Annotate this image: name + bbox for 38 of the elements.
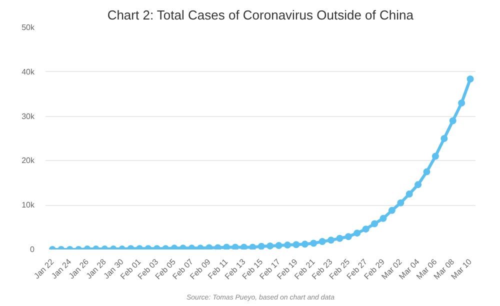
y-tick-label: 30k <box>22 112 36 121</box>
point <box>354 230 361 237</box>
point <box>206 244 213 250</box>
point <box>240 244 248 250</box>
point <box>292 241 300 248</box>
point <box>266 242 274 250</box>
point <box>249 244 256 250</box>
y-tick-label: 0 <box>30 245 36 254</box>
point <box>214 244 222 250</box>
point <box>284 242 291 249</box>
y-tick-label: 20k <box>22 156 36 166</box>
point <box>310 240 318 247</box>
point <box>458 99 466 106</box>
y-tick-label: 40k <box>22 67 36 76</box>
point <box>449 117 456 124</box>
point <box>362 226 370 233</box>
point <box>466 76 474 82</box>
point <box>318 238 326 245</box>
point <box>275 242 282 249</box>
point <box>432 152 439 160</box>
point <box>397 199 404 206</box>
chart-title: Chart 2: Total Cases of Coronavirus Outside of China <box>107 8 414 22</box>
point <box>223 244 230 250</box>
point <box>388 206 396 214</box>
point <box>423 168 430 176</box>
y-tick-label: 50k <box>22 23 36 32</box>
point <box>406 190 413 198</box>
point <box>380 214 387 222</box>
y-tick-label: 10k <box>22 200 36 210</box>
point <box>301 240 308 248</box>
point <box>344 233 352 240</box>
point <box>440 135 448 142</box>
point <box>414 181 422 188</box>
point <box>232 244 239 250</box>
point <box>336 234 344 242</box>
point <box>258 242 265 250</box>
point <box>371 220 378 228</box>
point <box>328 236 335 244</box>
